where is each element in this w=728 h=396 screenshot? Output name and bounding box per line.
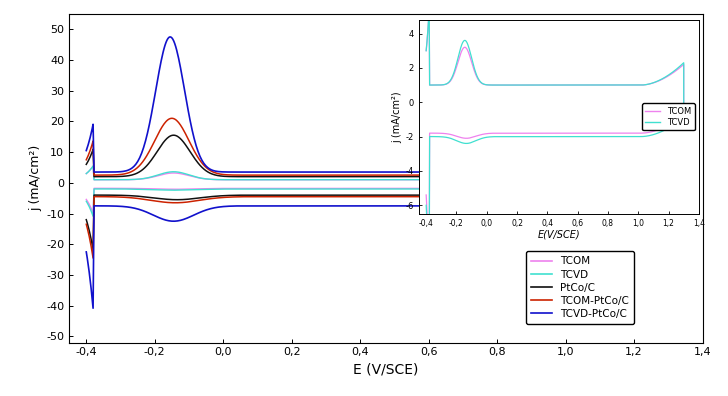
X-axis label: E (V/SCE): E (V/SCE)	[353, 363, 419, 377]
Legend: TCOM, TCVD: TCOM, TCVD	[642, 103, 695, 130]
Legend: TCOM, TCVD, PtCo/C, TCOM-PtCo/C, TCVD-PtCo/C: TCOM, TCVD, PtCo/C, TCOM-PtCo/C, TCVD-Pt…	[526, 251, 634, 324]
X-axis label: E(V/SCE): E(V/SCE)	[537, 229, 580, 239]
Y-axis label: j (mA/cm²): j (mA/cm²)	[392, 91, 403, 143]
Y-axis label: j (mA/cm²): j (mA/cm²)	[29, 145, 42, 211]
